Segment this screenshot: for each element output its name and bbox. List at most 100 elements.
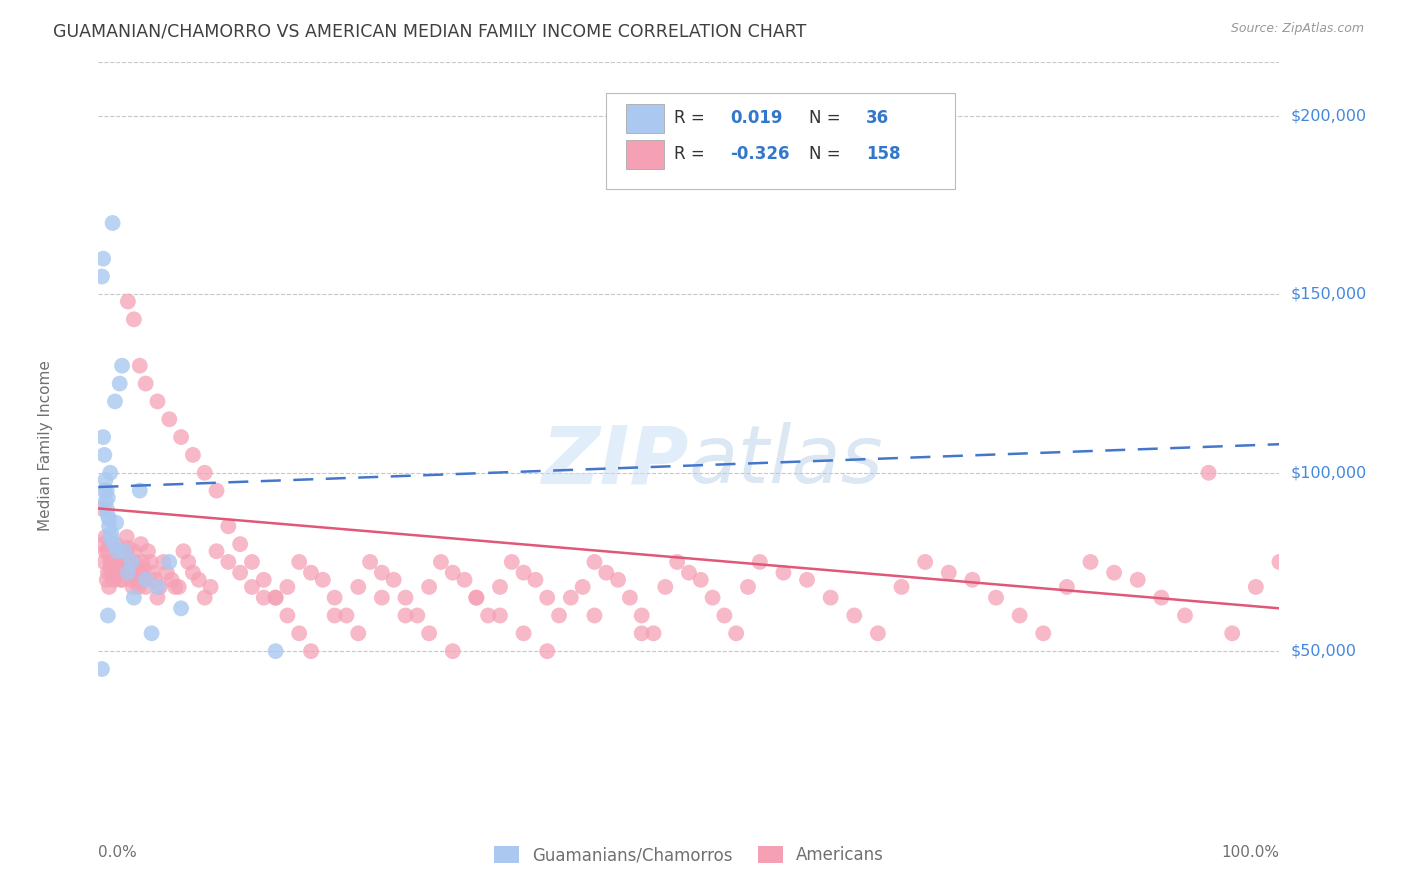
Point: [229, 566, 252, 580]
Text: R =: R =: [673, 110, 710, 128]
Point: [276, 608, 298, 623]
Point: [264, 644, 287, 658]
Point: [630, 626, 652, 640]
Point: [122, 544, 145, 558]
Point: [97, 566, 120, 580]
Point: [571, 580, 593, 594]
Point: [103, 537, 125, 551]
Point: [418, 626, 440, 640]
Point: [1080, 555, 1102, 569]
Point: [101, 566, 124, 580]
Point: [583, 555, 606, 569]
Point: [120, 566, 142, 580]
Point: [146, 591, 169, 605]
Point: [240, 580, 263, 594]
Point: [157, 412, 180, 426]
Point: [98, 562, 121, 576]
Point: [96, 501, 118, 516]
Point: [382, 573, 405, 587]
Point: [371, 566, 394, 580]
Point: [394, 608, 416, 623]
Point: [122, 591, 145, 605]
Point: [666, 555, 689, 569]
Point: [97, 608, 120, 623]
Text: $150,000: $150,000: [1291, 287, 1367, 301]
Point: [772, 566, 794, 580]
Point: [146, 580, 169, 594]
Text: 36: 36: [866, 110, 889, 128]
Point: [111, 359, 134, 373]
Point: [890, 580, 912, 594]
Point: [108, 376, 131, 391]
Point: [165, 580, 187, 594]
Point: [371, 591, 394, 605]
Point: [595, 566, 617, 580]
Text: $100,000: $100,000: [1291, 466, 1367, 480]
Point: [105, 566, 128, 580]
Point: [406, 608, 429, 623]
Point: [91, 252, 114, 266]
Point: [1174, 608, 1197, 623]
Text: Source: ZipAtlas.com: Source: ZipAtlas.com: [1230, 22, 1364, 36]
Point: [114, 544, 136, 558]
Point: [430, 555, 453, 569]
Point: [131, 555, 153, 569]
Point: [134, 573, 156, 587]
Point: [205, 483, 228, 498]
Point: [93, 555, 115, 569]
Point: [359, 555, 381, 569]
Point: [111, 573, 134, 587]
Point: [713, 608, 735, 623]
Point: [441, 566, 464, 580]
Point: [654, 580, 676, 594]
Point: [630, 608, 652, 623]
Point: [489, 608, 512, 623]
Point: [240, 555, 263, 569]
Point: [146, 394, 169, 409]
Point: [136, 544, 159, 558]
Point: [143, 573, 166, 587]
Point: [276, 580, 298, 594]
Point: [347, 626, 370, 640]
Point: [97, 508, 120, 523]
Point: [796, 573, 818, 587]
Point: [172, 544, 194, 558]
Point: [264, 591, 287, 605]
Point: [142, 566, 165, 580]
Point: [160, 573, 183, 587]
Point: [127, 573, 149, 587]
Point: [1268, 555, 1291, 569]
Point: [128, 359, 150, 373]
Point: [157, 555, 180, 569]
Point: [689, 573, 711, 587]
Point: [748, 555, 770, 569]
Text: R =: R =: [673, 145, 710, 163]
Point: [94, 473, 117, 487]
Point: [200, 580, 222, 594]
Point: [170, 430, 193, 444]
Point: [536, 644, 558, 658]
Point: [299, 644, 322, 658]
Point: [98, 530, 121, 544]
Point: [181, 448, 204, 462]
Point: [217, 555, 239, 569]
Point: [91, 430, 114, 444]
Point: [112, 555, 135, 569]
Point: [229, 537, 252, 551]
Point: [101, 216, 124, 230]
Point: [135, 376, 157, 391]
Point: [149, 580, 172, 594]
Point: [1056, 580, 1078, 594]
Point: [97, 544, 120, 558]
Point: [394, 591, 416, 605]
Point: [678, 566, 700, 580]
Point: [702, 591, 724, 605]
Point: [725, 626, 748, 640]
Point: [132, 562, 155, 576]
Point: [465, 591, 488, 605]
Point: [962, 573, 984, 587]
Point: [583, 608, 606, 623]
Point: [94, 544, 117, 558]
Point: [141, 626, 163, 640]
Point: [112, 544, 135, 558]
